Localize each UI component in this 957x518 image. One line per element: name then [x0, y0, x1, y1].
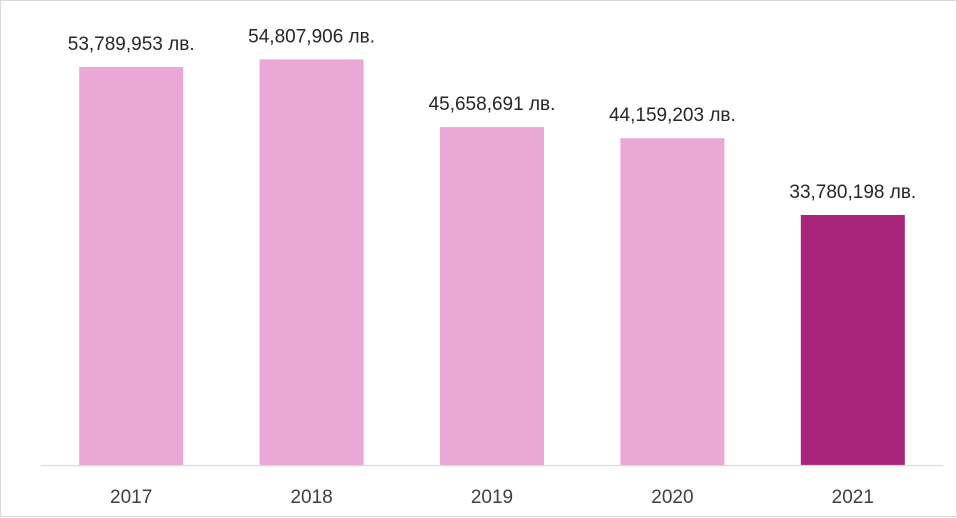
bar-2019	[440, 127, 544, 465]
x-tick-label-2021: 2021	[832, 487, 874, 508]
x-tick-label-2018: 2018	[290, 487, 332, 508]
data-label-2018: 54,807,906 лв.	[248, 26, 375, 47]
data-label-2020: 44,159,203 лв.	[609, 105, 736, 126]
bar-2021	[800, 215, 905, 465]
bar-2020	[620, 138, 725, 465]
bar-2017	[79, 67, 184, 465]
bar-2018	[259, 59, 364, 466]
data-label-2017: 53,789,953 лв.	[68, 34, 195, 55]
x-tick-label-2020: 2020	[651, 487, 693, 508]
x-tick-label-2019: 2019	[471, 487, 513, 508]
x-tick-label-2017: 2017	[110, 487, 152, 508]
data-label-2021: 33,780,198 лв.	[789, 182, 916, 203]
data-label-2019: 45,658,691 лв.	[429, 94, 556, 115]
